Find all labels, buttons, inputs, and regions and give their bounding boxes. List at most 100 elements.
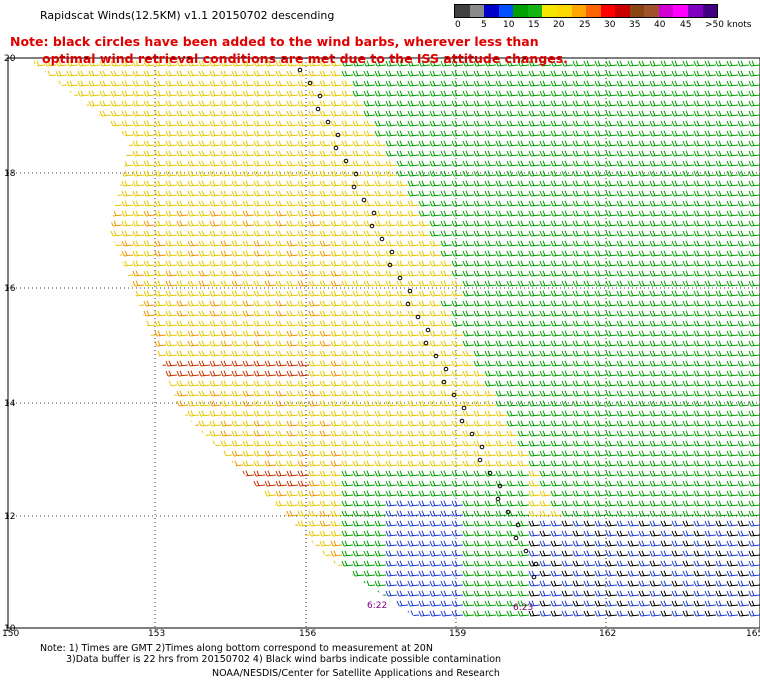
wind-barb (737, 140, 750, 147)
wind-barb (627, 180, 640, 187)
wind-barb (737, 150, 750, 157)
wind-barb (605, 100, 618, 107)
wind-barb (121, 210, 134, 217)
wind-barb (187, 170, 200, 177)
wind-barb (396, 90, 409, 97)
wind-barb (352, 230, 365, 237)
wind-barb (506, 270, 519, 277)
wind-barb (121, 100, 134, 107)
wind-barb (264, 70, 277, 77)
wind-barb (616, 230, 629, 237)
wind-barb (407, 250, 420, 257)
wind-barb (583, 140, 596, 147)
wind-barb (506, 100, 519, 107)
wind-barb (209, 90, 222, 97)
wind-barb (462, 260, 475, 267)
wind-barb (132, 110, 145, 117)
wind-barb (550, 260, 563, 267)
colorbar-label: 15 (528, 20, 540, 30)
wind-barb (627, 60, 640, 67)
wind-barb (385, 140, 398, 147)
wind-barb (187, 190, 200, 197)
wind-barb (429, 110, 442, 117)
wind-barb (319, 190, 332, 197)
wind-barb (319, 210, 332, 217)
wind-barb (363, 100, 376, 107)
wind-barb (572, 230, 585, 237)
wind-barb (341, 190, 354, 197)
wind-barb (561, 90, 574, 97)
wind-barb (286, 200, 299, 207)
wind-barb (506, 240, 519, 247)
wind-barb (363, 60, 376, 67)
latitude-label: 20 (4, 54, 16, 64)
wind-barb (506, 130, 519, 137)
wind-barb (517, 110, 530, 117)
wind-barb (616, 150, 629, 157)
longitude-label: 165 (746, 629, 760, 639)
footer-note-1: Note: 1) Times are GMT 2)Times along bot… (40, 643, 433, 654)
wind-barb (132, 210, 145, 217)
wind-barb (264, 140, 277, 147)
wind-barb (506, 150, 519, 157)
wind-barb (132, 200, 145, 207)
wind-barb (110, 70, 123, 77)
wind-barb (429, 100, 442, 107)
wind-barb (451, 260, 464, 267)
wind-barb (297, 130, 310, 137)
wind-barb (242, 70, 255, 77)
wind-barb (77, 70, 90, 77)
wind-barb (660, 100, 673, 107)
wind-barb (737, 200, 750, 207)
wind-barb (671, 220, 684, 227)
wind-barb (550, 140, 563, 147)
wind-barb (451, 110, 464, 117)
wind-barb (517, 250, 530, 257)
wind-barb (187, 260, 200, 267)
wind-barb (209, 150, 222, 157)
wind-barb (308, 130, 321, 137)
wind-barb (264, 120, 277, 127)
wind-barb (341, 260, 354, 267)
wind-barb (638, 270, 651, 277)
wind-barb (704, 230, 717, 237)
wind-barb (605, 260, 618, 267)
wind-barb (143, 110, 156, 117)
wind-barb (220, 110, 233, 117)
wind-barb (561, 240, 574, 247)
wind-barb (517, 210, 530, 217)
wind-barb (715, 150, 728, 157)
wind-barb (440, 180, 453, 187)
wind-barb (99, 70, 112, 77)
wind-barb (275, 130, 288, 137)
wind-barb (462, 210, 475, 217)
wind-barb (88, 60, 101, 67)
wind-barb (209, 230, 222, 237)
wind-barb (330, 250, 343, 257)
wind-barb (528, 180, 541, 187)
wind-barb (220, 90, 233, 97)
wind-barb (143, 240, 156, 247)
wind-barb (187, 130, 200, 137)
wind-barb (165, 110, 178, 117)
wind-barb (198, 100, 211, 107)
wind-barb (484, 70, 497, 77)
colorbar-swatch (469, 5, 485, 17)
wind-barb (473, 220, 486, 227)
wind-barb (209, 210, 222, 217)
wind-barb (396, 110, 409, 117)
wind-barb (176, 210, 189, 217)
wind-barb (385, 170, 398, 177)
wind-barb (407, 110, 420, 117)
wind-barb (550, 90, 563, 97)
wind-barb (715, 270, 728, 277)
wind-barb (231, 130, 244, 137)
wind-barb (583, 80, 596, 87)
wind-barb (110, 60, 123, 67)
map-frame (7, 57, 760, 629)
wind-barb (374, 150, 387, 157)
wind-barb (506, 200, 519, 207)
wind-barb (484, 120, 497, 127)
latitude-label: 12 (4, 512, 16, 522)
wind-barb (506, 160, 519, 167)
